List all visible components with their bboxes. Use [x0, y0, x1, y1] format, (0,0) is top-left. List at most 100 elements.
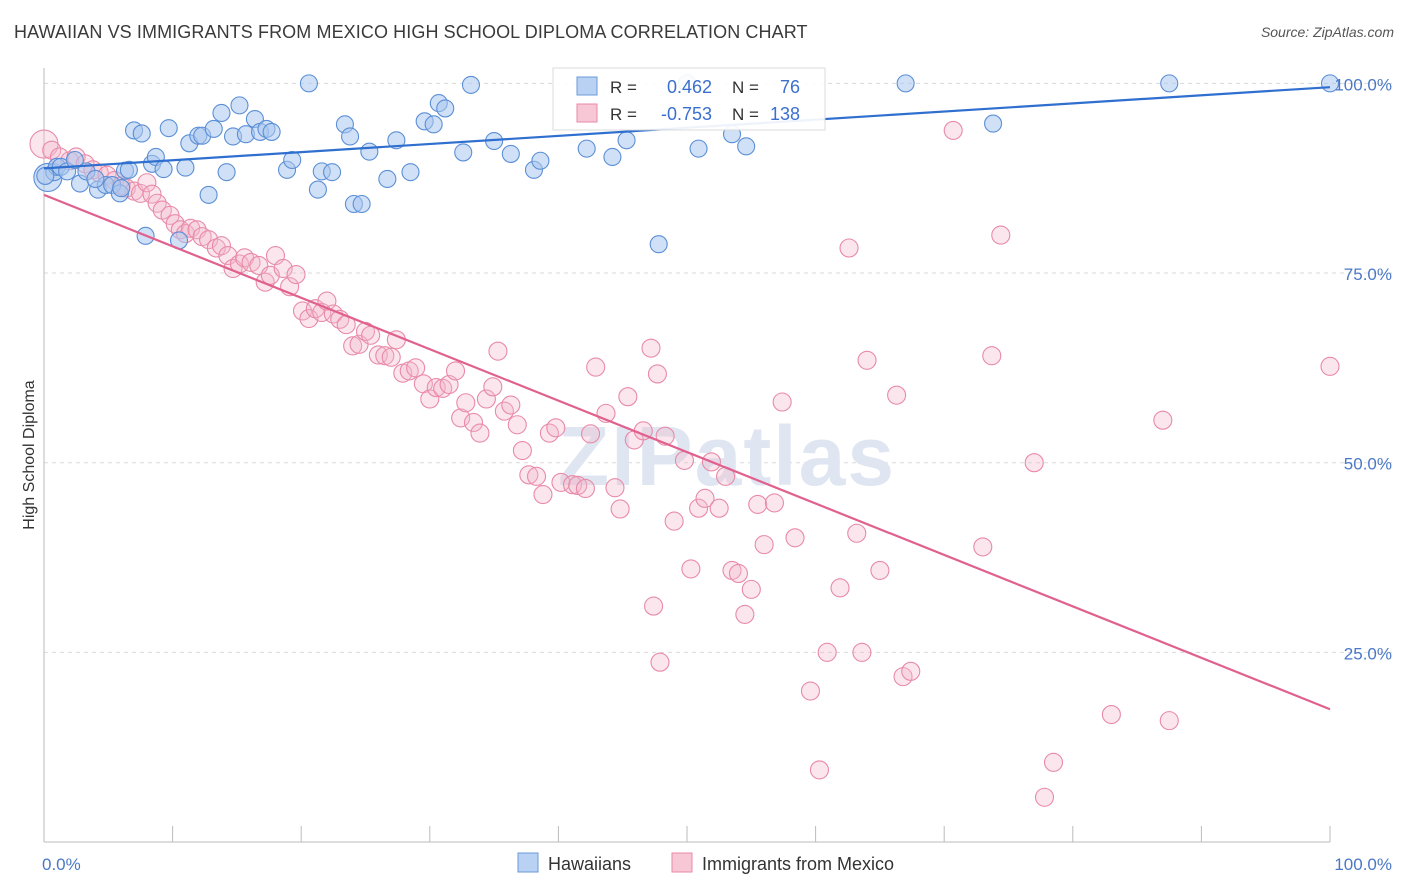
mexico-point — [681, 559, 701, 579]
hawaiian-point — [401, 163, 420, 182]
y-tick-label-1: 75.0% — [1344, 265, 1392, 284]
mexico-point — [809, 760, 830, 780]
mexico-point — [42, 140, 62, 160]
y-axis-title: High School Diploma — [21, 380, 38, 530]
legend-r-label-2: R = — [610, 105, 637, 124]
mexico-point — [501, 395, 521, 415]
mexico-point — [817, 642, 837, 662]
series-immigrants-from-mexico — [29, 120, 1340, 807]
bottom-legend-label-hawaiians: Hawaiians — [548, 854, 631, 874]
mexico-point — [381, 347, 401, 367]
bottom-legend-swatch-mexico — [671, 852, 693, 873]
mexico-point — [605, 478, 625, 498]
mexico-point — [519, 465, 539, 485]
mexico-point — [1101, 705, 1121, 725]
mexico-point — [748, 494, 768, 514]
hawaiian-point — [212, 103, 231, 123]
mexico-point — [901, 661, 921, 681]
mexico-point — [142, 184, 162, 204]
mexico-point — [785, 528, 805, 548]
legend-r-value-2: -0.753 — [661, 104, 712, 124]
mexico-point — [647, 364, 667, 384]
legend-swatch-mexico — [576, 103, 598, 123]
mexico-point — [562, 475, 583, 495]
hawaiian-point — [308, 180, 327, 199]
hawaiian-point — [737, 137, 756, 156]
y-tick-label-0: 100.0% — [1334, 75, 1392, 94]
mexico-point — [456, 393, 476, 413]
gridlines — [44, 82, 1392, 653]
legend-swatch-hawaiians — [576, 76, 598, 96]
hawaiian-point — [119, 160, 138, 179]
chart-title: HAWAIIAN VS IMMIGRANTS FROM MEXICO HIGH … — [14, 22, 808, 42]
trend-lines — [43, 86, 1331, 711]
mexico-point — [709, 498, 729, 518]
hawaiian-point — [360, 142, 379, 161]
mexico-point — [664, 511, 684, 531]
bottom-legend-label-mexico: Immigrants from Mexico — [702, 854, 894, 874]
mexico-point — [1034, 787, 1055, 807]
mexico-point — [870, 560, 890, 580]
x-tick-label-0: 0.0% — [42, 855, 81, 874]
mexico-point — [420, 389, 440, 409]
mexico-point — [618, 387, 638, 407]
hawaiian-point — [262, 122, 281, 141]
hawaiian-point — [689, 139, 708, 158]
mexico-point — [546, 418, 566, 438]
mexico-point — [551, 472, 571, 492]
hawaiian-point — [36, 166, 55, 185]
mexico-point — [580, 424, 601, 444]
mexico-point — [982, 346, 1002, 366]
hawaiian-point — [577, 139, 596, 158]
mexico-point — [483, 377, 503, 397]
mexico-point — [991, 225, 1011, 245]
axes — [43, 68, 1331, 843]
mexico-point — [800, 681, 821, 701]
legend-n-value-1: 76 — [780, 77, 800, 97]
hawaiian-point — [176, 158, 195, 177]
hawaiian-point — [154, 160, 173, 179]
hawaiian-point — [436, 99, 455, 118]
hawaiian-point — [617, 131, 636, 150]
hawaiian-point — [1160, 74, 1179, 93]
mexico-point — [539, 423, 559, 443]
mexico-point — [488, 341, 508, 361]
mexico-point — [973, 537, 993, 557]
hawaiian-point — [132, 124, 151, 143]
hawaiian-point — [378, 169, 397, 189]
mexico-point — [343, 336, 363, 356]
mexico-point — [463, 412, 484, 433]
mexico-point — [451, 408, 471, 428]
mexico-point — [241, 252, 261, 272]
hawaiian-point — [461, 75, 481, 94]
mexico-point — [445, 361, 466, 381]
mexico-point — [375, 346, 395, 366]
watermark: ZIPatlas — [558, 409, 896, 503]
mexico-point — [764, 493, 784, 513]
mexico-point — [650, 652, 670, 672]
mexico-point — [695, 488, 715, 508]
hawaiian-point — [454, 143, 473, 162]
mexico-point — [641, 338, 661, 358]
mexico-point — [533, 485, 553, 505]
legend-n-value-2: 138 — [770, 104, 800, 124]
hawaiian-point — [387, 131, 406, 150]
hawaiian-point — [896, 74, 915, 93]
legend-r-label-1: R = — [610, 78, 637, 97]
mexico-point — [610, 499, 630, 519]
mexico-point — [644, 596, 664, 616]
mexico-point — [568, 475, 588, 495]
mexico-point — [847, 523, 867, 543]
legend-n-label-1: N = — [732, 78, 759, 97]
hawaiian-point — [204, 119, 223, 138]
hawaiian-point — [199, 185, 218, 204]
mexico-point — [1159, 711, 1179, 731]
mexico-point — [943, 120, 963, 140]
correlation-legend: R = 0.462 N = 76 R = -0.753 N = 138 — [552, 67, 826, 131]
mexico-point — [1153, 410, 1173, 430]
legend-r-value-1: 0.462 — [667, 77, 712, 97]
mexico-point — [754, 535, 774, 555]
mexico-point — [211, 236, 232, 256]
mexico-point — [1024, 453, 1044, 473]
